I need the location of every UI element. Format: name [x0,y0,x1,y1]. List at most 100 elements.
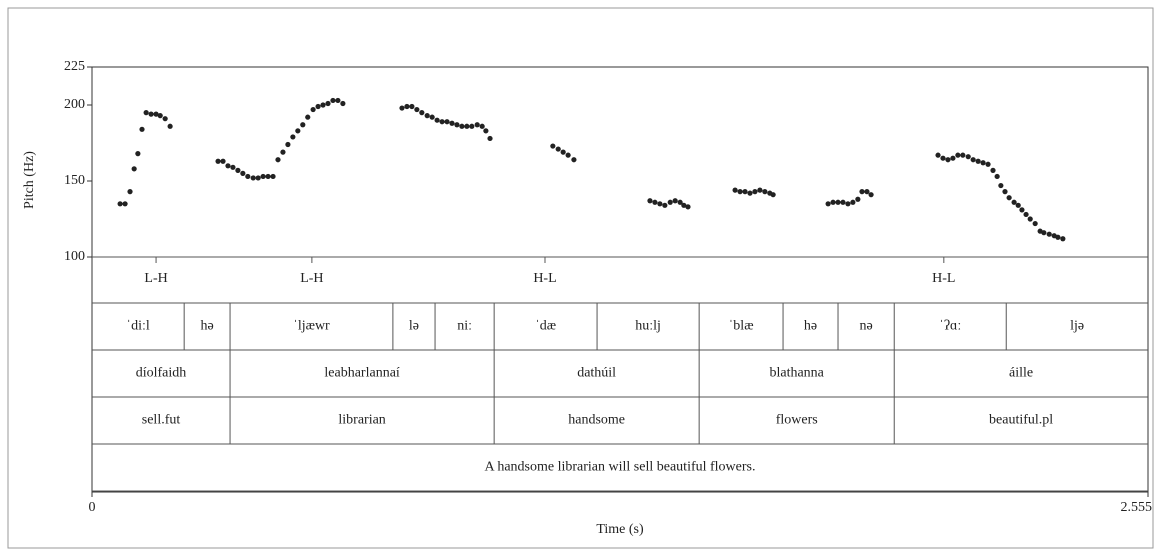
pitch-point [677,199,683,205]
pitch-point [131,166,137,172]
pitch-point [215,158,221,164]
y-axis-label: Pitch (Hz) [22,151,37,209]
pitch-point [859,189,865,195]
pitch-point [737,189,743,195]
pitch-point [290,134,296,140]
pitch-point [162,116,168,122]
pitch-point [399,105,405,111]
pitch-point [325,100,331,107]
pitch-point [330,97,336,104]
pitch-point [1032,220,1038,227]
x-tick-label: 0 [89,500,96,515]
pitch-point [464,123,470,129]
interval-label: ˈljæwr [293,319,330,334]
pitch-point [335,97,341,104]
plot-frame [91,66,1149,493]
pitch-point [647,198,653,204]
x-axis-label: Time (s) [596,522,644,537]
pitch-point [1023,211,1029,218]
pitch-point [479,123,485,129]
pitch-point [300,122,306,128]
pitch-point [295,128,301,134]
pitch-point [998,182,1004,189]
pitch-point [250,175,256,181]
pitch-point [752,189,758,195]
pitch-point [474,122,480,128]
pitch-point [845,201,851,207]
y-tick-label: 150 [64,173,85,188]
pitch-point [662,202,668,208]
pitch-point [305,114,311,120]
interval-label: librarian [338,413,385,428]
interval-label: lə [409,319,419,334]
interval-label: ˈʔɑː [939,319,961,334]
pitch-point [235,167,241,173]
pitch-point [950,155,956,161]
pitch-point [970,157,976,163]
interval-label: ˈdæ [535,319,556,334]
pitch-point [560,149,566,155]
pitch-point [444,119,450,125]
pitch-point [225,163,231,169]
pitch-point [245,173,251,180]
pitch-point [1027,216,1033,222]
pitch-point [1002,189,1008,195]
pitch-point [230,164,236,170]
pitch-point [148,111,154,117]
y-tick-label: 100 [64,249,85,264]
pitch-point [850,199,856,205]
interval-label: huːlj [635,319,661,334]
pitch-point [469,123,475,129]
interval-label: handsome [568,413,625,428]
pitch-point [550,143,556,149]
pitch-point [315,103,321,110]
pitch-point [840,199,846,205]
pitch-point [732,187,738,193]
pitch-point [1015,202,1021,208]
pitch-point [1011,199,1017,205]
y-tick-label: 225 [64,59,85,74]
pitch-point [404,103,410,110]
pitch-point [985,161,991,167]
pitch-point [960,152,966,158]
pitch-point [757,187,763,193]
pitch-point [555,146,561,152]
pitch-point [681,202,687,208]
pitch-point [770,192,776,198]
pitch-point [975,158,981,164]
pitch-point [265,173,271,180]
pitch-point [672,198,678,204]
pitch-point [965,154,971,160]
pitch-point [459,123,465,129]
pitch-point [280,149,286,155]
pitch-point [439,119,445,125]
interval-label: leabharlannaí [324,366,400,381]
pitch-point [1046,231,1052,237]
pitch-point [940,155,946,161]
interval-label: nə [860,319,873,334]
pitch-point [762,189,768,195]
y-tick-label: 200 [64,97,85,112]
pitch-point [980,160,986,166]
interval-label: flowers [776,413,818,428]
pitch-point [667,199,673,205]
interval-label: blathanna [769,366,824,381]
interval-label: beautiful.pl [989,413,1053,428]
pitch-point [429,114,435,120]
interval-label: dathúil [577,366,616,381]
interval-label: ljə [1070,319,1084,334]
pitch-point [990,167,996,173]
pitch-point [652,199,658,205]
pitch-point [139,126,145,132]
pitch-point [657,201,663,207]
pitch-point [1041,230,1047,236]
interval-label: hə [804,319,817,334]
x-tick-label: 2.555 [1121,500,1153,515]
pitch-point [320,102,326,108]
tone-label: L-H [144,271,167,286]
frame [7,7,1154,549]
pitch-point [122,201,128,207]
pitch-point [483,128,489,134]
pitch-point [117,201,123,207]
